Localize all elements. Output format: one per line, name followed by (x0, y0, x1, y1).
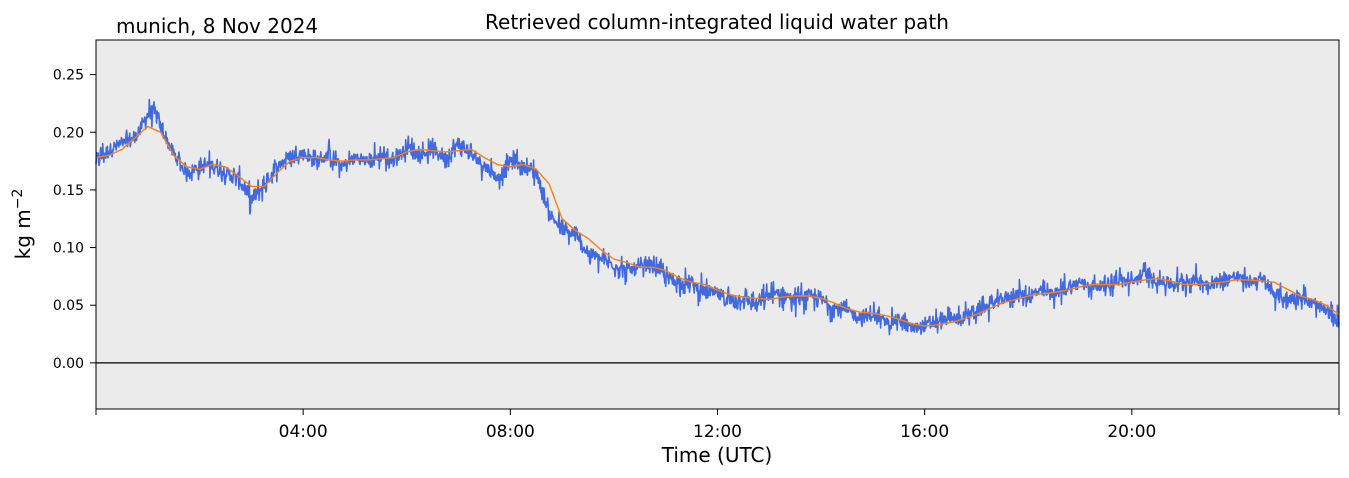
chart-title: Retrieved column-integrated liquid water… (485, 10, 949, 34)
y-axis-label: kg m−2 (10, 189, 35, 260)
y-axis-label-main: kg m (11, 209, 35, 259)
series-group (95, 98, 1340, 336)
y-axis: 0.00 0.05 0.10 0.15 0.20 0.25 (53, 68, 96, 372)
y-tick-label: 0.05 (53, 298, 84, 314)
x-tick-label: 04:00 (279, 422, 328, 442)
plot-area (96, 40, 1339, 409)
series-smoothed (95, 125, 1340, 327)
y-tick-label: 0.10 (53, 241, 84, 257)
x-tick-label: 12:00 (693, 422, 742, 442)
y-tick-label: 0.00 (53, 356, 84, 372)
x-tick-label: 20:00 (1107, 422, 1156, 442)
x-tick-label: 16:00 (900, 422, 949, 442)
y-tick-label: 0.25 (53, 68, 84, 84)
x-tick-label: 08:00 (486, 422, 535, 442)
y-tick-label: 0.20 (53, 125, 84, 141)
x-axis: 04:00 08:00 12:00 16:00 20:00 (95, 409, 1340, 442)
location-date-label: munich, 8 Nov 2024 (116, 14, 318, 38)
series-raw-retrieval (95, 98, 1340, 336)
x-axis-label: Time (UTC) (661, 443, 773, 467)
y-axis-label-exponent: −2 (10, 189, 26, 210)
plot-frame (95, 39, 1340, 410)
y-tick-label: 0.15 (53, 183, 84, 199)
